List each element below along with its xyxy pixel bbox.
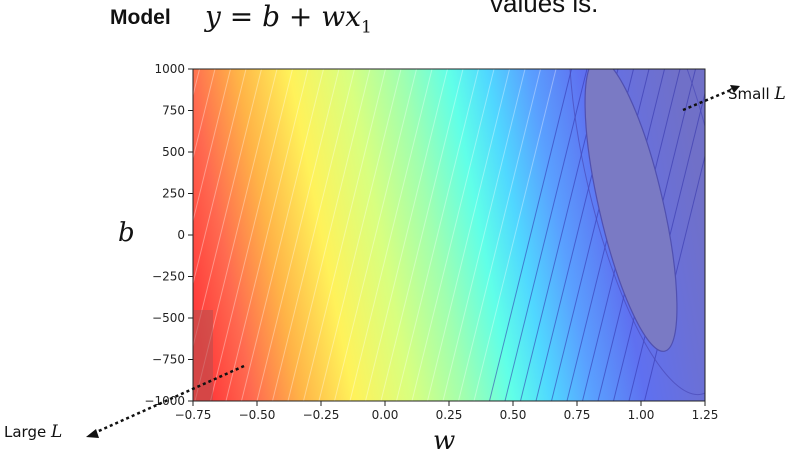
x-tick-label: 1.00 bbox=[628, 408, 655, 422]
contour-line bbox=[193, 69, 231, 223]
y-tick-label: 1000 bbox=[154, 62, 185, 76]
small-loss-arrowhead bbox=[730, 85, 740, 93]
contour-line bbox=[287, 69, 371, 401]
x-tick-label: −0.25 bbox=[303, 408, 340, 422]
equation-subscript: 1 bbox=[361, 17, 372, 38]
large-loss-arrowhead bbox=[86, 429, 99, 438]
contour-line bbox=[365, 69, 448, 401]
contour-line bbox=[504, 69, 588, 401]
model-equation: y = b + wx1 bbox=[205, 0, 372, 38]
x-tick-label: −0.75 bbox=[175, 408, 212, 422]
y-tick-label: −500 bbox=[152, 311, 185, 325]
max-loss-corner bbox=[193, 310, 213, 401]
x-tick-label: 0.25 bbox=[436, 408, 463, 422]
y-axis-label: b bbox=[118, 218, 135, 248]
y-tick-label: 750 bbox=[162, 104, 185, 118]
y-tick-label: 250 bbox=[162, 187, 185, 201]
contour-line bbox=[489, 69, 572, 401]
x-axis: −0.75 −0.50 −0.25 0.00 0.25 0.50 0.75 1.00 1.25 bbox=[175, 401, 719, 422]
x-tick-label: 0.00 bbox=[372, 408, 399, 422]
contour-line bbox=[427, 69, 510, 401]
y-tick-label: −750 bbox=[152, 353, 185, 367]
x-tick-label: −0.50 bbox=[239, 408, 276, 422]
contour-line bbox=[442, 69, 526, 401]
contour-line bbox=[193, 69, 216, 161]
y-tick-label: 0 bbox=[177, 228, 185, 242]
contour-line bbox=[349, 69, 433, 401]
contour-line bbox=[334, 69, 417, 401]
contour-line bbox=[87, 69, 169, 401]
contour-line bbox=[473, 69, 557, 401]
x-tick-label: 1.25 bbox=[692, 408, 719, 422]
contour-line bbox=[411, 69, 495, 401]
contour-line bbox=[303, 69, 386, 401]
small-loss-var: L bbox=[774, 84, 786, 104]
contour-line bbox=[380, 69, 464, 401]
contour-line bbox=[272, 69, 355, 401]
contour-line bbox=[102, 69, 184, 401]
contour-line bbox=[210, 69, 293, 401]
small-loss-arrow bbox=[682, 85, 739, 112]
y-tick-label: 500 bbox=[162, 145, 185, 159]
large-loss-prefix: Large bbox=[4, 423, 47, 441]
contour-line bbox=[225, 69, 309, 401]
cutoff-text: values is. bbox=[490, 0, 599, 18]
small-loss-prefix: Small bbox=[728, 85, 770, 103]
y-tick-label: −250 bbox=[152, 270, 185, 284]
minimum-region bbox=[584, 69, 678, 352]
contour-line bbox=[71, 69, 153, 401]
contour-line bbox=[193, 69, 200, 98]
contour-line bbox=[193, 69, 247, 286]
contour-line bbox=[458, 69, 541, 401]
large-loss-var: L bbox=[50, 422, 63, 442]
inner-contour bbox=[568, 69, 705, 396]
x-tick-label: 0.50 bbox=[500, 408, 527, 422]
equation-main: y = b + wx bbox=[205, 0, 362, 33]
model-label: Model bbox=[110, 6, 171, 29]
x-tick-label: 0.75 bbox=[564, 408, 591, 422]
contour-line bbox=[318, 69, 402, 401]
large-loss-arrow bbox=[91, 364, 245, 436]
small-loss-annotation: Small L bbox=[728, 84, 786, 104]
contour-line bbox=[256, 69, 340, 401]
x-axis-label: w bbox=[433, 426, 456, 456]
large-loss-annotation: Large L bbox=[4, 422, 62, 442]
contour-line bbox=[241, 69, 324, 401]
contour-line bbox=[396, 69, 479, 401]
